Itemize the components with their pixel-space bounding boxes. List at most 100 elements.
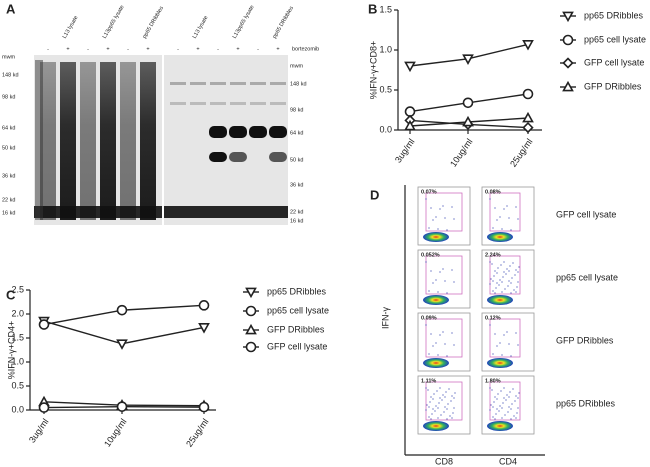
gate-percent: 2.24% — [485, 252, 501, 258]
faint-band — [230, 82, 246, 85]
event-dot — [489, 261, 491, 263]
event-dot — [446, 418, 448, 420]
event-dot — [430, 396, 432, 398]
event-dot — [502, 402, 504, 404]
faint-band — [210, 102, 226, 105]
event-dot — [444, 280, 446, 282]
event-dot — [501, 228, 503, 230]
legend-label: pp65 DRibbles — [267, 286, 327, 296]
event-dot — [427, 389, 429, 391]
event-dot — [435, 279, 437, 281]
lane-smear — [120, 62, 136, 220]
treatment-sign: - — [127, 46, 129, 52]
event-dot — [515, 332, 517, 334]
event-dot — [494, 418, 496, 420]
event-dot — [517, 397, 519, 399]
marker-label: 64 kd — [2, 125, 15, 131]
event-dot — [431, 413, 433, 415]
lane-label: pp65 DRibbles — [142, 5, 165, 39]
gate-percent: 0.08% — [485, 189, 501, 195]
event-dot — [432, 219, 434, 221]
event-dot — [448, 388, 450, 390]
event-dot — [506, 394, 508, 396]
event-dot — [444, 217, 446, 219]
event-dot — [430, 418, 432, 420]
band — [209, 126, 227, 138]
event-dot — [425, 198, 427, 200]
event-dot — [441, 399, 443, 401]
event-dot — [510, 408, 512, 410]
event-dot — [500, 264, 502, 266]
lane-smear — [100, 62, 116, 220]
y-tick-label: 0.5 — [379, 84, 392, 94]
event-dot — [497, 393, 499, 395]
event-dot — [496, 272, 498, 274]
marker-label: 36 kd — [2, 173, 15, 179]
event-dot — [491, 389, 493, 391]
population — [423, 295, 449, 305]
legend-marker — [245, 341, 257, 353]
event-dot — [446, 229, 448, 231]
event-dot — [444, 406, 446, 408]
row-label: pp65 cell lysate — [556, 272, 618, 282]
faint-band — [270, 82, 286, 85]
treatment-sign: + — [276, 46, 279, 52]
event-dot — [505, 399, 507, 401]
event-dot — [496, 219, 498, 221]
event-dot — [514, 274, 516, 276]
event-dot — [451, 269, 453, 271]
event-dot — [493, 401, 495, 403]
event-dot — [426, 404, 428, 406]
x-tick-label: 25ug/ml — [184, 417, 211, 449]
event-dot — [510, 229, 512, 231]
faint-band — [270, 102, 286, 105]
legend-marker — [245, 305, 257, 317]
gate-percent: 0.07% — [421, 189, 437, 195]
marker-label: 148 kd — [2, 72, 19, 78]
event-dot — [446, 292, 448, 294]
event-dot — [428, 353, 430, 355]
event-dot — [499, 342, 501, 344]
event-dot — [440, 414, 442, 416]
marker-label: 50 kd — [290, 157, 303, 163]
marker-title: mwm — [290, 63, 304, 69]
panel-letter: C — [6, 287, 16, 302]
event-dot — [515, 417, 517, 419]
marker — [116, 339, 128, 350]
panel-letter: B — [368, 1, 377, 16]
event-dot — [515, 206, 517, 208]
event-dot — [492, 227, 494, 229]
event-dot — [499, 279, 501, 281]
lane-label: L13pp65 lysate — [232, 4, 256, 39]
event-dot — [510, 355, 512, 357]
event-dot — [508, 280, 510, 282]
event-dot — [492, 290, 494, 292]
event-dot — [494, 333, 496, 335]
legend-label: GFP DRibbles — [267, 324, 325, 334]
population — [487, 421, 513, 431]
band — [209, 152, 227, 162]
x-tick-label: 3ug/ml — [27, 417, 51, 445]
event-dot — [450, 400, 452, 402]
event-dot — [501, 354, 503, 356]
event-dot — [435, 216, 437, 218]
marker — [404, 119, 416, 131]
gate-percent: 1.80% — [485, 378, 501, 384]
gate — [489, 318, 521, 358]
event-dot — [451, 417, 453, 419]
mwm-lane — [35, 60, 43, 220]
event-dot — [428, 416, 430, 418]
event-dot — [517, 271, 519, 273]
legend-label: GFP cell lysate — [584, 57, 644, 67]
gate-percent: 0.052% — [421, 252, 440, 258]
treatment-sign: - — [177, 46, 179, 52]
event-dot — [509, 391, 511, 393]
row-label: GFP cell lysate — [556, 209, 616, 219]
event-dot — [495, 287, 497, 289]
treatment-sign: + — [196, 46, 199, 52]
event-dot — [449, 415, 451, 417]
population — [487, 295, 513, 305]
row-label: GFP DRibbles — [556, 335, 614, 345]
event-dot — [515, 269, 517, 271]
